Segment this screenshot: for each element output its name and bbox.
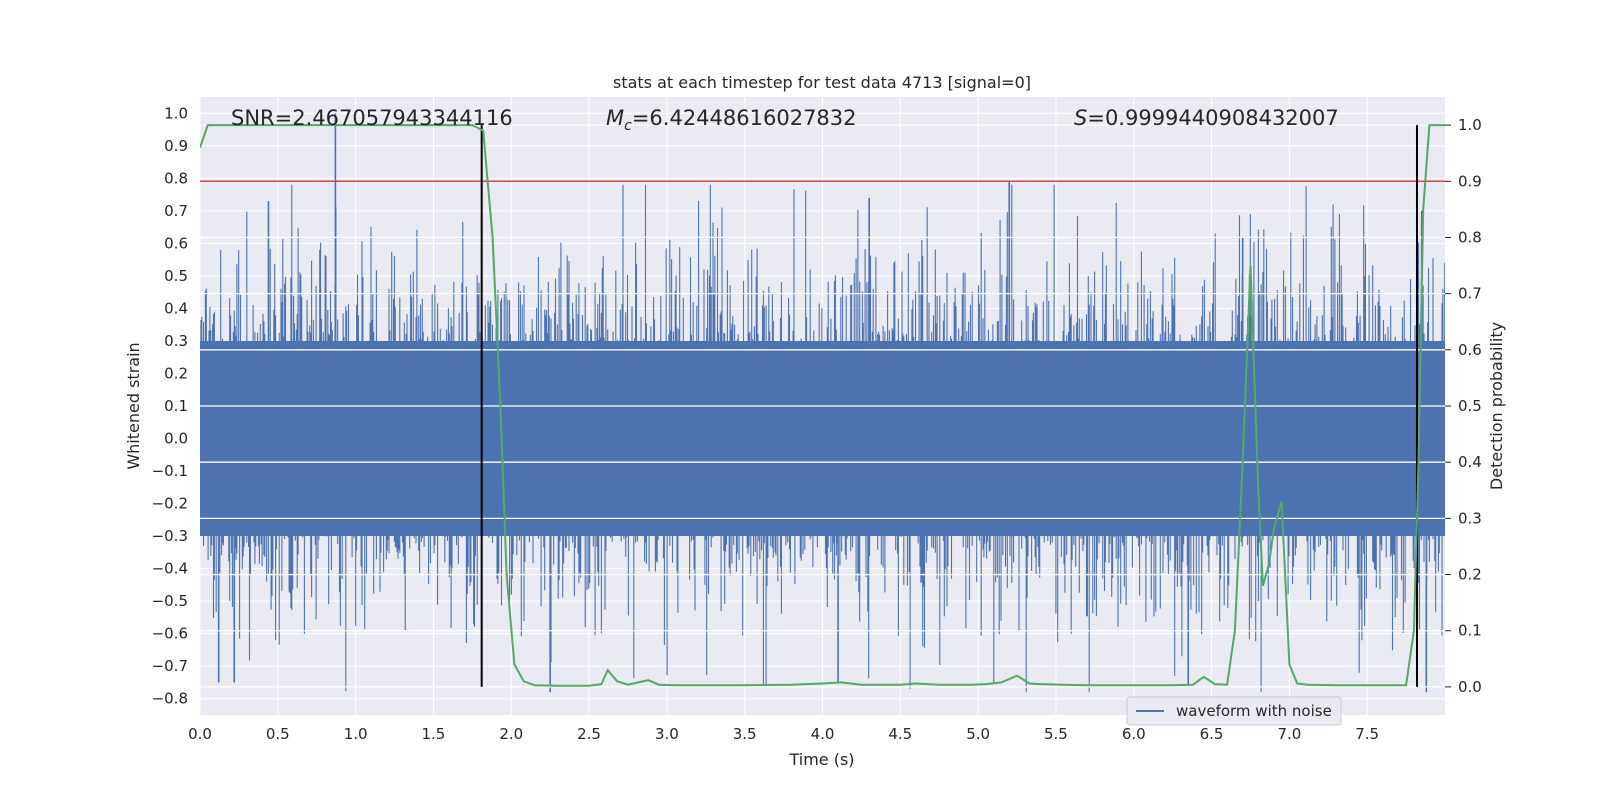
y-tick-label-left: −0.3 — [152, 527, 188, 545]
y-axis-label-left: Whitened strain — [124, 342, 143, 469]
y-tick-label-left: 0.7 — [164, 202, 188, 220]
x-tick-label: 1.5 — [422, 725, 446, 743]
y-tick-label-right: 0.2 — [1458, 566, 1482, 584]
x-tick-label: 3.0 — [655, 725, 679, 743]
y-tick-label-left: 0.2 — [164, 364, 188, 382]
y-tick-label-left: 0.3 — [164, 332, 188, 350]
annotation-chirp-mass: Mc=6.42448616027832 — [606, 106, 857, 134]
y-tick-label-left: −0.4 — [152, 560, 188, 578]
x-tick-label: 1.0 — [344, 725, 368, 743]
y-tick-label-left: −0.6 — [152, 625, 188, 643]
y-tick-label-left: −0.1 — [152, 462, 188, 480]
x-tick-label: 3.5 — [733, 725, 757, 743]
x-tick-label: 7.5 — [1355, 725, 1379, 743]
y-tick-label-right: 0.7 — [1458, 285, 1482, 303]
x-axis-label: Time (s) — [788, 750, 854, 769]
waveform-core-band — [200, 340, 1445, 537]
s-symbol: S — [1074, 106, 1087, 130]
y-tick-label-right: 0.1 — [1458, 622, 1482, 640]
y-tick-label-right: 0.4 — [1458, 453, 1482, 471]
y-tick-label-left: −0.7 — [152, 657, 188, 675]
x-tick-label: 2.5 — [577, 725, 601, 743]
y-tick-label-left: 0.0 — [164, 430, 188, 448]
legend-label: waveform with noise — [1176, 702, 1332, 720]
y-tick-label-right: 0.8 — [1458, 228, 1482, 246]
y-tick-label-left: 0.6 — [164, 234, 188, 252]
y-tick-label-left: −0.8 — [152, 690, 188, 708]
x-tick-label: 4.5 — [888, 725, 912, 743]
y-tick-label-right: 1.0 — [1458, 116, 1482, 134]
legend: waveform with noise — [1126, 696, 1342, 726]
y-tick-label-right: 0.6 — [1458, 341, 1482, 359]
chirp-mass-symbol: M — [606, 106, 624, 130]
legend-box — [1126, 696, 1342, 726]
x-tick-label: 6.0 — [1122, 725, 1146, 743]
annotation-snr: SNR=2.467057943344116 — [231, 106, 513, 130]
x-tick-label: 6.5 — [1200, 725, 1224, 743]
chirp-mass-subscript: c — [624, 118, 632, 134]
y-tick-label-left: 0.1 — [164, 397, 188, 415]
detection-probability-line — [200, 124, 1445, 687]
y-tick-label-right: 0.9 — [1458, 172, 1482, 190]
right-axis-ticks: 0.0 0.1 0.2 0.3 0.4 0.5 0.6 0.7 0.8 0.9 1.0 — [1445, 116, 1482, 696]
chart-title: stats at each timestep for test data 471… — [613, 73, 1031, 92]
y-tick-label-right: 0.5 — [1458, 397, 1482, 415]
y-tick-label-left: −0.5 — [152, 592, 188, 610]
y-tick-label-left: 0.8 — [164, 169, 188, 187]
x-tick-label: 4.0 — [811, 725, 835, 743]
x-axis-ticks: 0.0 0.5 1.0 1.5 2.0 2.5 3.0 3.5 4.0 4.5 5.0 5.5 6.0 6… — [188, 725, 1379, 743]
y-tick-label-left: 0.9 — [164, 137, 188, 155]
y-tick-label-right: 0.0 — [1458, 678, 1482, 696]
x-tick-label: 5.0 — [966, 725, 990, 743]
y-tick-label-left: −0.2 — [152, 495, 188, 513]
annotation-s: S=0.9999440908432007 — [1074, 106, 1339, 130]
y-tick-label-left: 0.4 — [164, 299, 188, 317]
waveform-with-noise-series — [200, 113, 1445, 693]
y-axis-label-right: Detection probability — [1487, 322, 1506, 490]
left-axis-ticks: −0.8 −0.7 −0.6 −0.5 −0.4 −0.3 −0.2 −0.1 0.0 0.1 0.… — [152, 104, 188, 707]
y-tick-label-left: 0.5 — [164, 267, 188, 285]
x-tick-label: 2.0 — [499, 725, 523, 743]
x-tick-label: 5.5 — [1044, 725, 1068, 743]
y-tick-label-right: 0.3 — [1458, 509, 1482, 527]
x-tick-label: 0.0 — [188, 725, 212, 743]
x-tick-label: 0.5 — [266, 725, 290, 743]
event-markers — [480, 125, 1418, 687]
chirp-mass-value: =6.42448616027832 — [632, 106, 857, 130]
s-value: =0.9999440908432007 — [1087, 106, 1338, 130]
x-tick-label: 7.0 — [1277, 725, 1301, 743]
y-tick-label-left: 1.0 — [164, 104, 188, 122]
